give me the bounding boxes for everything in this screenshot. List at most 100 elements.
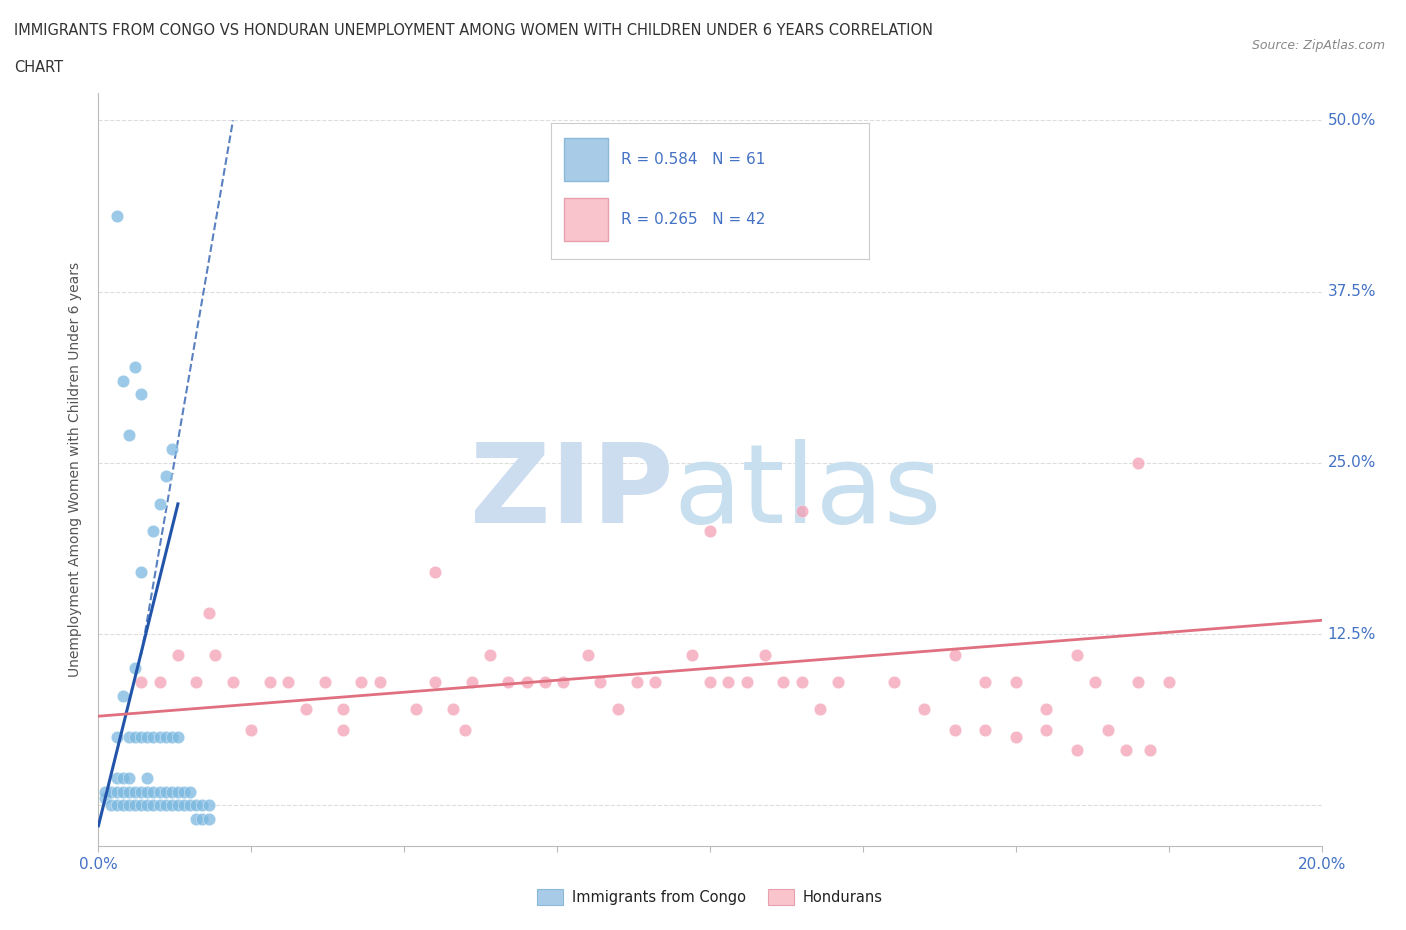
Point bbox=[136, 798, 159, 813]
Point bbox=[142, 524, 165, 538]
Point bbox=[827, 674, 849, 689]
Point bbox=[129, 798, 152, 813]
Point bbox=[790, 674, 813, 689]
Legend: Immigrants from Congo, Hondurans: Immigrants from Congo, Hondurans bbox=[531, 883, 889, 910]
Point bbox=[735, 674, 758, 689]
Point bbox=[167, 647, 190, 662]
Point bbox=[1035, 702, 1057, 717]
Point bbox=[173, 784, 195, 799]
Text: Source: ZipAtlas.com: Source: ZipAtlas.com bbox=[1251, 39, 1385, 52]
Point bbox=[129, 387, 152, 402]
Point bbox=[142, 784, 165, 799]
Point bbox=[1066, 647, 1088, 662]
Point bbox=[717, 674, 740, 689]
Point bbox=[167, 784, 190, 799]
Point bbox=[155, 729, 177, 744]
Point bbox=[222, 674, 245, 689]
Point bbox=[149, 784, 172, 799]
Point bbox=[136, 729, 159, 744]
Point bbox=[160, 798, 183, 813]
Point bbox=[124, 798, 146, 813]
Point bbox=[179, 798, 201, 813]
Point bbox=[111, 784, 134, 799]
Text: CHART: CHART bbox=[14, 60, 63, 75]
Point bbox=[943, 647, 966, 662]
Point bbox=[105, 770, 128, 785]
Point bbox=[105, 798, 128, 813]
Point bbox=[626, 674, 648, 689]
Point bbox=[167, 729, 190, 744]
Point bbox=[699, 524, 721, 538]
Point bbox=[179, 784, 201, 799]
Point bbox=[149, 674, 172, 689]
Point bbox=[155, 469, 177, 484]
Point bbox=[1035, 723, 1057, 737]
Point bbox=[118, 428, 141, 443]
Point bbox=[883, 674, 905, 689]
Point bbox=[167, 798, 190, 813]
Point bbox=[405, 702, 427, 717]
Point bbox=[478, 647, 501, 662]
Point bbox=[332, 702, 354, 717]
Point bbox=[105, 729, 128, 744]
Point bbox=[129, 784, 152, 799]
Point bbox=[124, 729, 146, 744]
Point bbox=[149, 729, 172, 744]
Point bbox=[754, 647, 776, 662]
Point bbox=[516, 674, 538, 689]
Point bbox=[943, 723, 966, 737]
Point bbox=[1084, 674, 1107, 689]
Point bbox=[1157, 674, 1180, 689]
Point bbox=[124, 784, 146, 799]
Point bbox=[1115, 743, 1137, 758]
Point bbox=[100, 784, 122, 799]
Point bbox=[790, 503, 813, 518]
Text: atlas: atlas bbox=[673, 439, 942, 546]
Text: ZIP: ZIP bbox=[470, 439, 673, 546]
Point bbox=[1128, 456, 1150, 471]
Point bbox=[350, 674, 373, 689]
Point bbox=[644, 674, 666, 689]
Point bbox=[197, 606, 219, 621]
Point bbox=[111, 770, 134, 785]
Point bbox=[105, 784, 128, 799]
Point bbox=[93, 790, 115, 805]
Point bbox=[129, 729, 152, 744]
Point bbox=[155, 784, 177, 799]
Point bbox=[186, 798, 208, 813]
Point bbox=[197, 798, 219, 813]
Point bbox=[441, 702, 464, 717]
Point bbox=[124, 661, 146, 676]
Text: 50.0%: 50.0% bbox=[1327, 113, 1376, 128]
Point bbox=[772, 674, 794, 689]
Point bbox=[368, 674, 391, 689]
Point bbox=[332, 723, 354, 737]
Point bbox=[1004, 729, 1026, 744]
Point bbox=[186, 674, 208, 689]
Point bbox=[496, 674, 519, 689]
Text: 25.0%: 25.0% bbox=[1327, 456, 1376, 471]
Point bbox=[111, 798, 134, 813]
Point bbox=[129, 674, 152, 689]
Point bbox=[240, 723, 263, 737]
Point bbox=[912, 702, 935, 717]
Point bbox=[191, 798, 214, 813]
Point bbox=[974, 723, 997, 737]
Point bbox=[1066, 743, 1088, 758]
Point bbox=[423, 674, 446, 689]
Point bbox=[808, 702, 831, 717]
Point bbox=[534, 674, 557, 689]
Point bbox=[100, 798, 122, 813]
Point bbox=[173, 798, 195, 813]
Point bbox=[136, 784, 159, 799]
Point bbox=[118, 729, 141, 744]
Point bbox=[607, 702, 630, 717]
Point bbox=[423, 565, 446, 579]
Point bbox=[1139, 743, 1161, 758]
Point bbox=[204, 647, 226, 662]
Point bbox=[699, 674, 721, 689]
Point bbox=[149, 798, 172, 813]
Text: 37.5%: 37.5% bbox=[1327, 284, 1376, 299]
Point bbox=[314, 674, 336, 689]
Point bbox=[277, 674, 299, 689]
